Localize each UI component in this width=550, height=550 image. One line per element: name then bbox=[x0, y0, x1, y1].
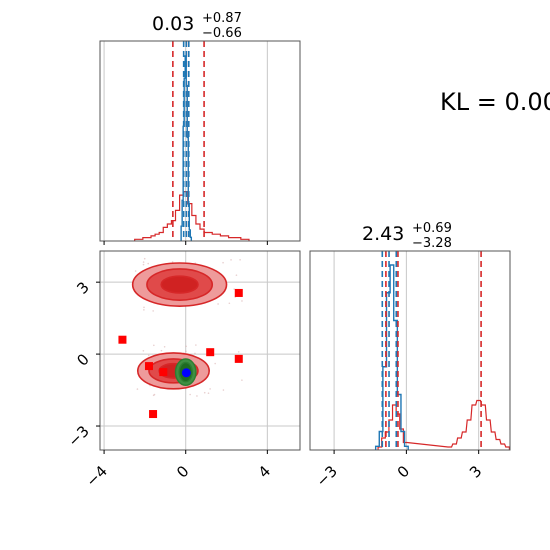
param2-panel-frame bbox=[309, 250, 511, 451]
joint-sample-dot bbox=[235, 274, 238, 276]
param2-histogram-panel bbox=[333, 251, 510, 450]
joint-sample-dot bbox=[196, 395, 198, 397]
joint-red-contour bbox=[160, 275, 199, 294]
joint-sample-dot bbox=[171, 261, 174, 263]
joint-ytick-label: 3 bbox=[73, 278, 92, 297]
param1-blue-histogram bbox=[180, 55, 193, 241]
joint-sample-dot bbox=[153, 344, 155, 347]
joint-red-square-marker bbox=[234, 354, 243, 363]
joint-sample-dot bbox=[203, 391, 206, 394]
joint-sample-dot bbox=[194, 352, 196, 355]
joint-sample-dot bbox=[163, 346, 166, 348]
joint-sample-dot bbox=[209, 388, 211, 390]
param1-title-plus: +0.87 bbox=[202, 11, 242, 26]
joint-sample-dot bbox=[143, 306, 145, 309]
joint-xtick-label: −4 bbox=[83, 462, 111, 490]
joint-sample-dot bbox=[185, 345, 187, 348]
joint-sample-dot bbox=[222, 261, 224, 264]
joint-sample-dot bbox=[233, 288, 235, 290]
param1-red-histogram bbox=[134, 191, 250, 241]
joint-sample-dot bbox=[241, 300, 243, 302]
joint-xtick-label: 0 bbox=[173, 462, 192, 481]
joint-sample-dot bbox=[134, 270, 137, 272]
joint-sample-dot bbox=[147, 354, 150, 357]
joint-sample-dot bbox=[136, 388, 139, 390]
param1-title-median: 0.03 bbox=[152, 13, 194, 35]
param2-title-median: 2.43 bbox=[362, 223, 404, 245]
joint-sample-dot bbox=[143, 309, 145, 311]
joint-sample-dot bbox=[237, 351, 240, 353]
joint-sample-dot bbox=[142, 263, 145, 266]
joint-panel bbox=[100, 251, 300, 450]
joint-sample-dot bbox=[207, 392, 210, 395]
joint-red-square-marker bbox=[234, 288, 243, 297]
param2-xtick-label: −3 bbox=[313, 462, 341, 490]
joint-sample-dot bbox=[217, 303, 219, 305]
param2-blue-histogram bbox=[374, 264, 409, 450]
joint-sample-dot bbox=[185, 350, 187, 353]
joint-ytick-label: 0 bbox=[73, 350, 92, 369]
joint-sample-dot bbox=[230, 259, 232, 261]
param2-title-plus: +0.69 bbox=[412, 221, 452, 236]
joint-ytick-label: −3 bbox=[64, 422, 92, 450]
param2-title-minus: −3.28 bbox=[412, 236, 452, 251]
joint-red-square-marker bbox=[149, 410, 158, 419]
joint-sample-dot bbox=[241, 379, 243, 381]
joint-sample-dot bbox=[239, 258, 241, 261]
joint-sample-dot bbox=[222, 389, 225, 391]
joint-sample-dot bbox=[160, 349, 163, 352]
joint-sample-dot bbox=[214, 362, 216, 365]
joint-red-square-marker bbox=[118, 335, 127, 344]
joint-sample-dot bbox=[195, 344, 197, 346]
joint-panel-frame bbox=[99, 250, 301, 451]
param1-panel-frame bbox=[99, 40, 301, 242]
joint-sample-dot bbox=[143, 257, 146, 260]
param1-title-minus: −0.66 bbox=[202, 26, 242, 41]
joint-blue-point bbox=[181, 368, 191, 378]
joint-sample-dot bbox=[152, 310, 154, 312]
kl-divergence-label: KL = 0.00 bbox=[440, 88, 550, 116]
joint-sample-dot bbox=[228, 302, 231, 305]
joint-red-square-marker bbox=[144, 362, 153, 371]
param2-xtick-label: 3 bbox=[466, 462, 485, 481]
joint-xtick-label: 4 bbox=[255, 462, 274, 481]
param2-red-histogram bbox=[377, 399, 510, 450]
joint-sample-dot bbox=[142, 349, 145, 352]
joint-red-square-marker bbox=[206, 348, 215, 357]
joint-sample-dot bbox=[189, 393, 191, 396]
param2-xtick-label: 0 bbox=[394, 462, 413, 481]
param1-histogram-panel bbox=[103, 41, 268, 241]
joint-sample-dot bbox=[147, 262, 149, 265]
joint-sample-dot bbox=[152, 394, 155, 397]
joint-red-square-marker bbox=[159, 368, 168, 377]
joint-sample-dot bbox=[142, 261, 145, 263]
